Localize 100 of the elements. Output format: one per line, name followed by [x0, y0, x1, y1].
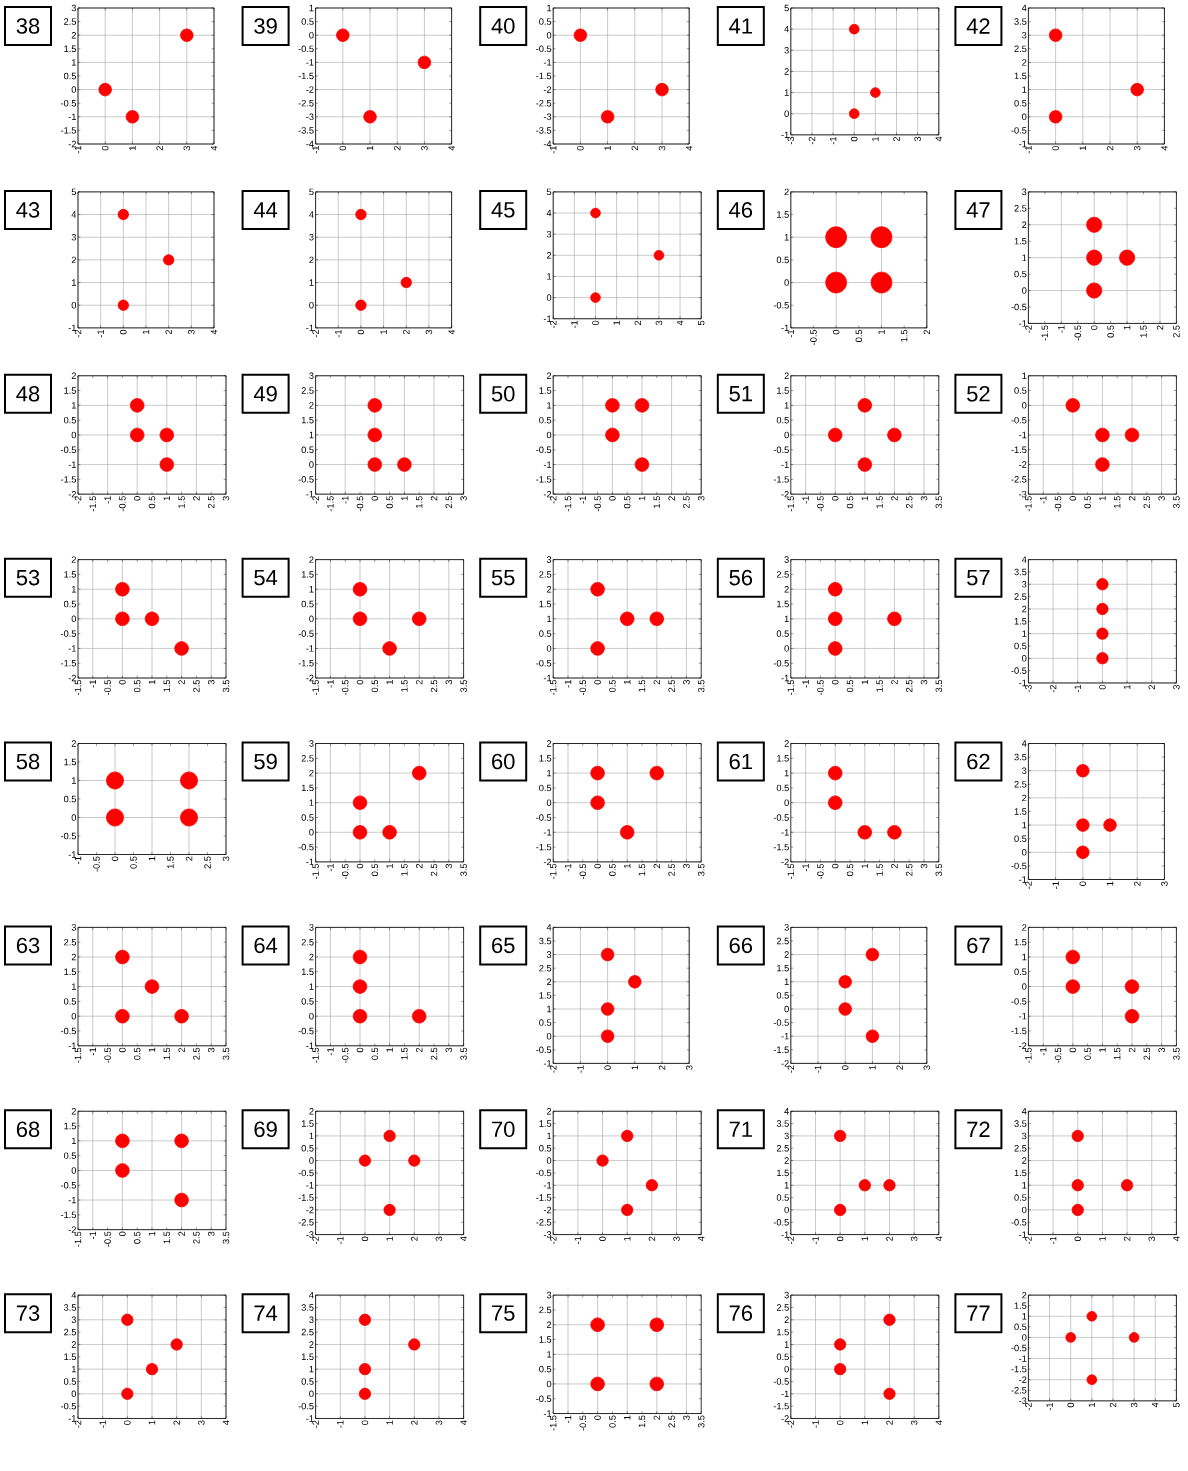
x-tick-label: -1 [812, 1420, 819, 1428]
x-tick-label: -0.5 [1074, 325, 1082, 341]
x-tick-label: 0 [1069, 496, 1077, 501]
point [336, 28, 350, 42]
chart-title: 58 [16, 753, 40, 770]
x-tick-label: -0.5 [341, 680, 349, 696]
point [352, 582, 368, 597]
point [98, 82, 112, 97]
x-tick-label: 2.5 [193, 680, 200, 692]
y-tick-label: 1 [784, 234, 789, 241]
x-tick-label: -1 [814, 1065, 822, 1073]
x-tick-label: 2 [648, 1236, 656, 1241]
y-tick-label: 1 [1022, 86, 1027, 93]
x-tick-label: 1 [613, 320, 620, 325]
y-tick-label: 3 [309, 924, 314, 931]
y-tick-label: 0 [1022, 983, 1027, 990]
x-tick-label: -1.5 [89, 496, 97, 512]
point [174, 1008, 189, 1024]
chart-title: 38 [16, 18, 40, 34]
x-tick-label: 0 [841, 1065, 849, 1070]
x-tick-label: 4 [210, 329, 218, 335]
x-tick-label: 2.5 [905, 863, 913, 876]
y-tick-label: 0 [71, 301, 77, 309]
chart-title: 49 [253, 386, 277, 402]
x-tick-label: -1 [1052, 881, 1059, 889]
x-tick-label: -1 [564, 680, 572, 688]
x-tick-label: 0 [599, 1236, 606, 1241]
y-tick-label: 2 [784, 1316, 789, 1324]
y-tick-label: 1 [784, 402, 789, 409]
x-tick-label: 0 [1079, 881, 1087, 886]
point [352, 949, 368, 965]
y-tick-label: 0 [309, 1157, 314, 1164]
point [1071, 1179, 1084, 1192]
y-tick-label: 1 [784, 615, 789, 622]
y-tick-label: 3 [71, 233, 76, 241]
x-tick-label: 2 [896, 1065, 903, 1070]
x-tick-label: 4 [1161, 145, 1168, 151]
point [1065, 1332, 1076, 1343]
x-tick-label: -1 [1046, 1402, 1053, 1411]
point [352, 795, 368, 810]
point [383, 1203, 396, 1217]
point [1095, 427, 1110, 443]
point [1124, 427, 1140, 443]
x-tick-label: 0 [339, 145, 347, 151]
y-tick-label: 2 [1022, 221, 1027, 228]
y-tick-label: 2 [546, 740, 552, 747]
y-tick-label: 2 [784, 951, 789, 958]
point [1096, 602, 1109, 616]
x-tick-label: 1 [1123, 685, 1131, 689]
y-tick-label: 2.5 [776, 1144, 789, 1152]
y-tick-label: -0.5 [1011, 1218, 1027, 1226]
y-tick-label: 4 [309, 211, 314, 218]
x-tick-label: -1.5 [564, 496, 572, 512]
x-tick-label: 0.5 [855, 329, 863, 342]
x-tick-label: 1 [1099, 496, 1106, 501]
x-tick-label: -1 [97, 329, 104, 338]
y-tick-label: 1.5 [539, 1336, 552, 1343]
y-tick-label: -3 [306, 113, 314, 121]
y-tick-label: 1.5 [64, 758, 77, 766]
point [363, 110, 377, 124]
x-tick-label: 2 [178, 1231, 185, 1236]
y-tick-label: 2.5 [539, 571, 552, 578]
x-tick-label: 3.5 [222, 1231, 230, 1244]
x-tick-label: 3 [685, 1065, 693, 1070]
x-tick-label: 3 [222, 856, 230, 861]
point [1095, 457, 1110, 472]
y-tick-label: 0.5 [1014, 642, 1027, 650]
point [174, 1192, 189, 1208]
point [121, 1313, 134, 1326]
y-tick-label: 2.5 [1014, 45, 1027, 53]
x-tick-label: 2 [173, 1420, 180, 1425]
x-tick-label: 2 [1134, 881, 1141, 886]
x-tick-label: 3.5 [935, 863, 943, 876]
y-tick-label: 4 [1021, 556, 1027, 563]
y-tick-label: 0.5 [539, 416, 552, 424]
chart-title: 41 [729, 18, 752, 34]
y-tick-label: -2.5 [298, 1218, 314, 1226]
y-tick-label: -0.5 [773, 814, 789, 821]
y-tick-label: -2.5 [1011, 476, 1027, 483]
x-tick-label: 0 [831, 679, 839, 685]
x-tick-label: 1 [386, 1236, 393, 1241]
y-tick-label: 2 [309, 953, 314, 961]
y-tick-label: 0 [71, 1390, 77, 1398]
y-tick-label: 0.5 [776, 630, 789, 637]
point [838, 975, 852, 989]
x-tick-label: -1 [1074, 685, 1081, 693]
y-tick-label: 2 [784, 188, 789, 196]
point [645, 1179, 658, 1192]
point [1086, 282, 1103, 299]
x-tick-label: 2.5 [1173, 325, 1180, 338]
y-tick-label: 0 [784, 279, 789, 286]
y-tick-label: 2 [1022, 1291, 1027, 1299]
point [1121, 1179, 1134, 1192]
chart-title: 64 [254, 937, 278, 954]
point [621, 1203, 634, 1217]
x-tick-label: 1.5 [178, 496, 185, 508]
y-tick-label: 0 [784, 645, 789, 652]
x-tick-label: 0 [119, 1231, 126, 1237]
point [121, 1387, 134, 1400]
point [367, 427, 383, 443]
